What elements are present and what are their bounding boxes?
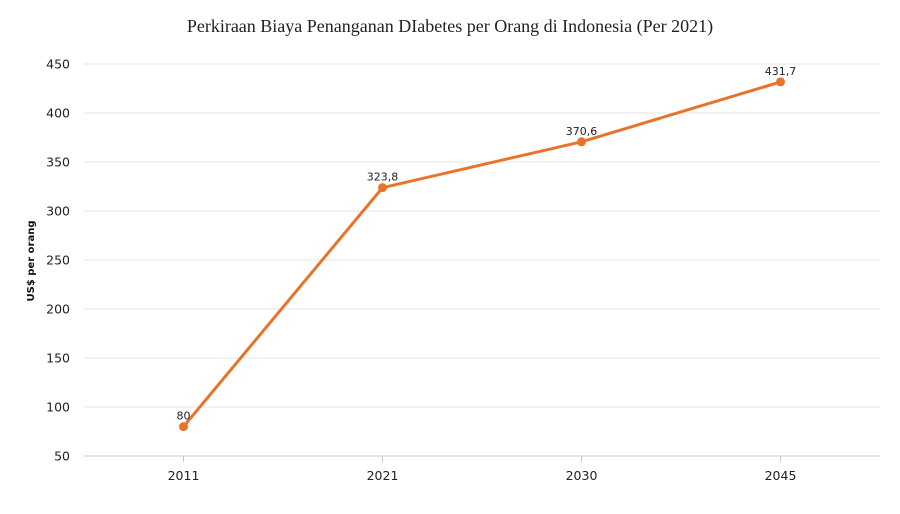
y-tick-label-400: 400 bbox=[46, 106, 70, 121]
data-label-2045: 431,7 bbox=[765, 65, 797, 78]
y-tick-label-100: 100 bbox=[46, 400, 70, 415]
data-label-2030: 370,6 bbox=[566, 125, 598, 138]
y-tick-label-450: 450 bbox=[46, 57, 70, 72]
data-label-2021: 323,8 bbox=[367, 171, 399, 184]
series-line-0 bbox=[182, 80, 782, 429]
y-tick-label-150: 150 bbox=[46, 351, 70, 366]
data-label-2011: 80 bbox=[177, 410, 191, 423]
chart-title: Perkiraan Biaya Penanganan DIabetes per … bbox=[186, 16, 714, 36]
x-tick-label-2030: 2030 bbox=[566, 468, 598, 483]
x-tick-label-2045: 2045 bbox=[765, 468, 797, 483]
y-tick-label-250: 250 bbox=[46, 253, 70, 268]
y-tick-label-350: 350 bbox=[46, 155, 70, 170]
axes bbox=[84, 455, 880, 462]
data-point-2030[interactable] bbox=[577, 137, 586, 147]
data-point-2021[interactable] bbox=[378, 183, 387, 193]
y-tick-label-50: 50 bbox=[54, 449, 70, 464]
x-tick-label-2011: 2011 bbox=[168, 468, 200, 483]
y-tick-label-300: 300 bbox=[46, 204, 70, 219]
y-axis-label: US$ per orang bbox=[26, 221, 37, 302]
data-point-2045[interactable] bbox=[776, 77, 785, 87]
x-tick-label-2021: 2021 bbox=[367, 468, 399, 483]
labels: 50 100 150 200 250 300 350 400 450 2011 2021 2030 20… bbox=[46, 57, 796, 484]
y-tick-label-200: 200 bbox=[46, 302, 70, 317]
gridlines bbox=[84, 63, 880, 408]
series bbox=[179, 77, 785, 432]
data-point-2011[interactable] bbox=[179, 422, 188, 432]
